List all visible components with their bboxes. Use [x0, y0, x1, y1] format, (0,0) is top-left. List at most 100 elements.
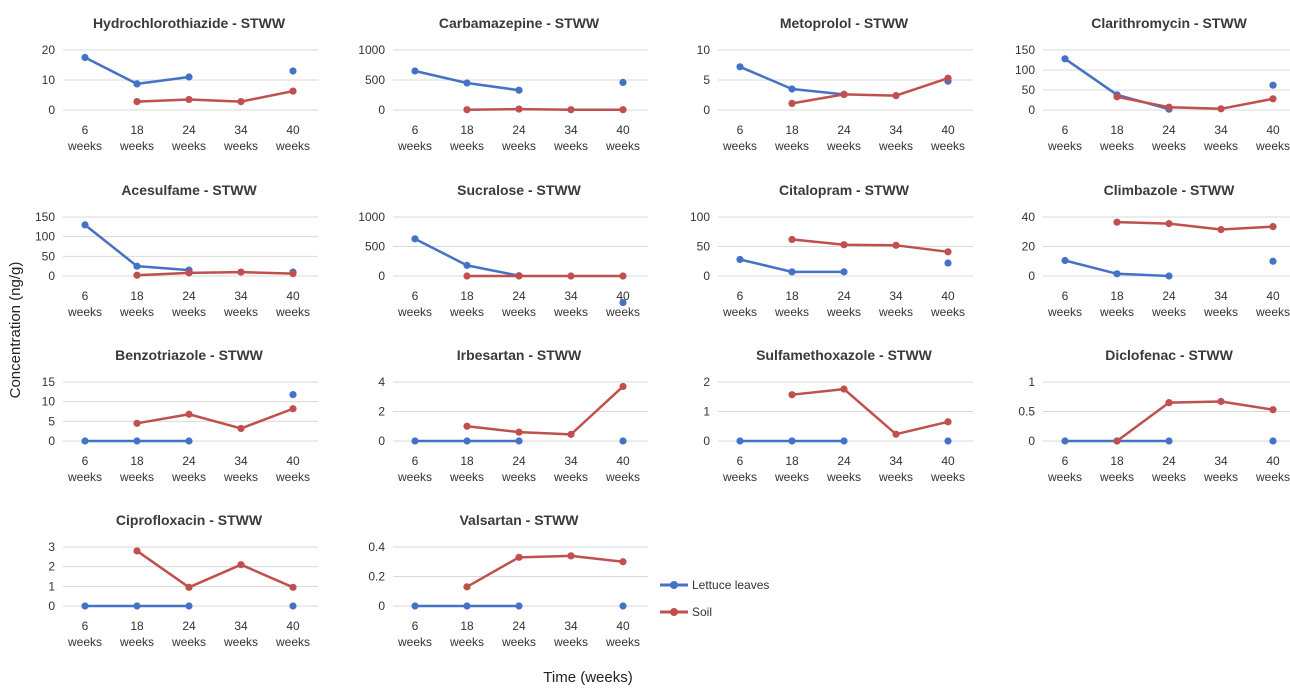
series-lettuce-leaves: [81, 53, 297, 88]
y-axis-title: Concentration (ng/g): [7, 262, 24, 399]
y-tick-label: 0: [378, 269, 385, 283]
x-tick-label: 6 weeks: [722, 289, 757, 319]
y-tick-label: 0: [1028, 434, 1035, 448]
y-tick-label: 0: [378, 599, 385, 613]
data-point: [619, 78, 627, 86]
data-point: [840, 437, 848, 445]
data-point: [133, 547, 141, 555]
data-point: [788, 268, 796, 276]
series-line: [466, 385, 624, 436]
series-line: [791, 238, 949, 254]
data-point: [840, 268, 848, 276]
panel-sulfamethoxazole: Sulfamethoxazole - STWW 0 1 2 6 weeks 18 weeks 2…: [703, 347, 973, 484]
x-tick-label: 18 weeks: [449, 289, 484, 319]
x-tick-label: 24 weeks: [501, 454, 536, 484]
series-soil: [788, 235, 952, 256]
data-point: [619, 558, 627, 566]
x-tick-label: 24 weeks: [1151, 123, 1186, 153]
y-tick-label: 15: [42, 375, 56, 389]
x-tick-label: 24 weeks: [826, 454, 861, 484]
data-point: [463, 602, 471, 610]
series-soil: [133, 547, 297, 591]
y-tick-label: 1: [703, 405, 710, 419]
y-tick-label: 0: [378, 434, 385, 448]
data-point: [133, 602, 141, 610]
panel-carbamazepine: Carbamazepine - STWW 0 500 1000 6 weeks 18 week…: [358, 15, 648, 153]
panel-irbesartan: Irbesartan - STWW 0 2 4 6 weeks 18 weeks 24 weeks…: [378, 347, 648, 484]
data-point: [944, 418, 952, 426]
x-tick-label: 40 weeks: [275, 454, 310, 484]
x-tick-label: 18 weeks: [774, 123, 809, 153]
data-point: [411, 602, 419, 610]
data-point: [81, 437, 89, 445]
x-tick-label: 24 weeks: [826, 289, 861, 319]
x-tick-label: 34 weeks: [878, 289, 913, 319]
data-point: [463, 79, 471, 87]
x-tick-label: 24 weeks: [171, 123, 206, 153]
y-tick-label: 100: [1015, 63, 1035, 77]
x-tick-label: 18 weeks: [119, 619, 154, 649]
panel-title: Carbamazepine - STWW: [439, 15, 600, 31]
data-point: [237, 98, 245, 106]
legend-marker-soil: [670, 608, 678, 616]
data-point: [133, 437, 141, 445]
data-point: [619, 602, 627, 610]
x-tick-label: 24 weeks: [171, 454, 206, 484]
series-lettuce-leaves: [411, 602, 627, 610]
data-point: [1217, 105, 1225, 113]
panel-title: Acesulfame - STWW: [121, 182, 257, 198]
y-tick-label: 0: [703, 269, 710, 283]
panel-title: Valsartan - STWW: [459, 512, 579, 528]
x-tick-label: 40 weeks: [605, 123, 640, 153]
data-point: [892, 241, 900, 249]
y-tick-label: 20: [1022, 240, 1036, 254]
y-tick-label: 0.2: [368, 570, 385, 584]
x-tick-label: 34 weeks: [1203, 454, 1238, 484]
series-soil: [463, 272, 627, 280]
data-point: [1165, 399, 1173, 407]
y-tick-label: 10: [42, 73, 56, 87]
y-tick-label: 0: [703, 103, 710, 117]
data-point: [1269, 95, 1277, 103]
data-point: [463, 272, 471, 280]
data-point: [892, 92, 900, 100]
y-tick-label: 1: [1028, 375, 1035, 389]
x-tick-label: 24 weeks: [826, 123, 861, 153]
x-tick-label: 24 weeks: [1151, 289, 1186, 319]
y-tick-label: 5: [703, 73, 710, 87]
y-tick-label: 500: [365, 240, 385, 254]
y-tick-label: 100: [690, 210, 710, 224]
x-tick-label: 6 weeks: [397, 289, 432, 319]
data-point: [1061, 437, 1069, 445]
x-tick-label: 18 weeks: [119, 123, 154, 153]
data-point: [1165, 220, 1173, 228]
x-tick-label: 40 weeks: [1255, 289, 1290, 319]
y-tick-label: 150: [35, 210, 55, 224]
data-point: [185, 410, 193, 418]
data-point: [463, 437, 471, 445]
data-point: [736, 255, 744, 264]
data-point: [736, 437, 744, 445]
data-point: [1061, 55, 1069, 63]
data-point: [944, 248, 952, 256]
x-tick-label: 40 weeks: [930, 454, 965, 484]
panel-title: Ciprofloxacin - STWW: [116, 512, 263, 528]
x-tick-label: 18 weeks: [1099, 454, 1134, 484]
data-point: [736, 63, 744, 71]
x-tick-label: 18 weeks: [449, 619, 484, 649]
x-axis-title: Time (weeks): [543, 669, 632, 686]
data-point: [237, 268, 245, 276]
y-tick-label: 0: [48, 103, 55, 117]
x-tick-label: 34 weeks: [878, 123, 913, 153]
data-point: [1165, 103, 1173, 111]
legend-marker-lettuce: [670, 581, 678, 589]
series-soil: [133, 87, 297, 106]
panel-title: Citalopram - STWW: [779, 182, 910, 198]
panel-benzotriazole: Benzotriazole - STWW 0 5 10 15 6 weeks 18 weeks 2…: [42, 347, 318, 484]
x-tick-label: 24 weeks: [171, 289, 206, 319]
y-tick-label: 10: [42, 395, 56, 409]
data-point: [567, 272, 575, 280]
y-tick-label: 0: [1028, 103, 1035, 117]
x-tick-label: 34 weeks: [223, 454, 258, 484]
x-tick-label: 18 weeks: [449, 454, 484, 484]
